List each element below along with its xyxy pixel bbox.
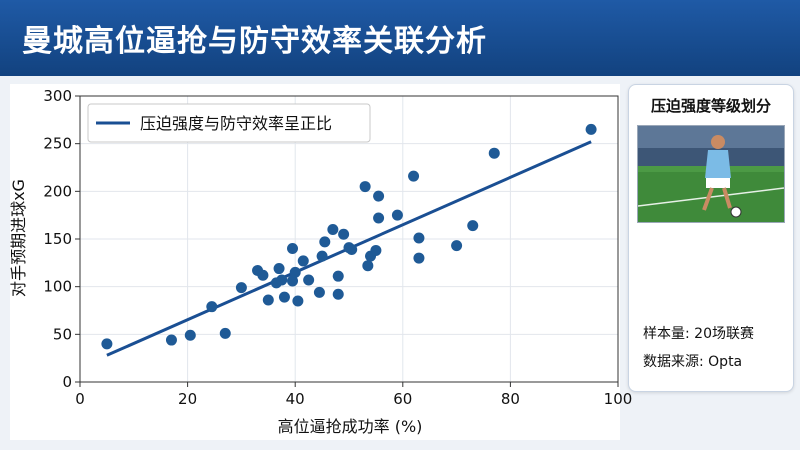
data-point	[273, 263, 285, 275]
data-point	[262, 294, 274, 306]
data-point	[235, 282, 247, 294]
data-point	[276, 274, 288, 286]
data-point	[101, 338, 113, 350]
y-axis-label: 对手预期进球xG	[9, 179, 28, 297]
y-tick-label: 0	[62, 373, 72, 391]
data-point	[287, 275, 299, 287]
data-point	[165, 334, 177, 346]
data-point	[316, 250, 328, 262]
data-point	[467, 220, 479, 232]
data-point	[359, 181, 371, 193]
data-point	[332, 288, 344, 300]
data-point	[303, 274, 315, 286]
data-point	[451, 240, 463, 252]
data-point	[184, 329, 196, 341]
data-source-label: 数据来源: Opta	[643, 354, 743, 370]
plot-frame	[79, 95, 619, 383]
x-tick-label: 80	[501, 390, 520, 408]
page-title: 曼城高位逼抢与防守效率关联分析	[22, 24, 487, 59]
legend: 压迫强度与防守效率呈正比	[87, 103, 371, 143]
data-point	[370, 244, 382, 256]
x-tick-label: 0	[75, 390, 85, 408]
data-point	[585, 123, 597, 135]
data-point	[338, 228, 350, 240]
data-point	[488, 147, 500, 159]
sample-size-label: 样本量: 20场联赛	[643, 326, 754, 342]
y-tick-label: 100	[43, 278, 72, 296]
data-point	[292, 295, 304, 307]
data-point	[278, 291, 290, 303]
data-point	[319, 236, 331, 248]
points-layer	[101, 123, 597, 350]
data-point	[362, 260, 374, 272]
y-tick-label: 200	[43, 182, 72, 200]
x-tick-label: 60	[393, 390, 412, 408]
data-point	[206, 301, 218, 313]
x-tick-label: 40	[286, 390, 305, 408]
data-point	[332, 270, 344, 282]
x-tick-label: 100	[604, 390, 633, 408]
title-bar: 曼城高位逼抢与防守效率关联分析	[0, 0, 800, 76]
legend-box	[87, 103, 371, 143]
data-point	[313, 286, 325, 298]
data-point	[373, 212, 385, 224]
player-photo	[637, 125, 785, 223]
data-point	[297, 255, 309, 267]
data-point	[391, 209, 403, 221]
legend-label: 压迫强度与防守效率呈正比	[140, 114, 332, 133]
y-tick-label: 250	[43, 135, 72, 153]
info-card-title: 压迫强度等级划分	[650, 97, 771, 115]
x-axis-label: 高位逼抢成功率 (%)	[278, 417, 423, 436]
data-point	[413, 252, 425, 264]
data-point	[219, 327, 231, 339]
data-point	[287, 243, 299, 255]
y-tick-label: 50	[53, 325, 72, 343]
data-point	[289, 266, 301, 278]
axis-layer: 0 20 40 60 80 100 0 50 100 150 200 250 300	[43, 87, 632, 408]
data-point	[413, 232, 425, 244]
data-point	[408, 170, 420, 182]
y-tick-label: 300	[43, 87, 72, 105]
y-tick-label: 150	[43, 230, 72, 248]
data-point	[257, 269, 269, 281]
x-tick-label: 20	[178, 390, 197, 408]
data-point	[327, 223, 339, 235]
data-point	[373, 190, 385, 202]
info-card: 压迫强度等级划分 样本量: 20场联赛 数据来源: Opta	[628, 84, 794, 392]
data-point	[346, 243, 358, 255]
